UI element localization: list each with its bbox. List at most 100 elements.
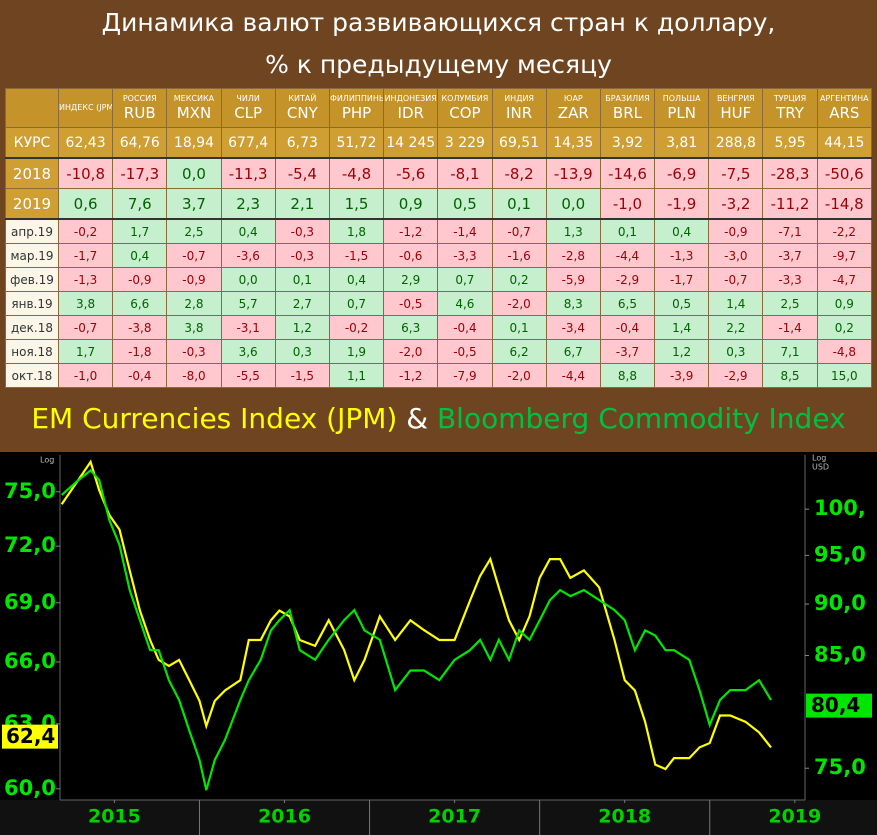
change-cell: 2,3: [220, 188, 276, 220]
change-cell: -0,2: [57, 218, 114, 244]
country-name: АРГЕНТИНА: [820, 94, 869, 103]
column-header: ПОЛЬША PLN: [654, 88, 710, 128]
rate-cell: 18,94: [166, 127, 222, 159]
data-row: фев.19 -1,3 -0,9 -0,9 0,0 0,1 0,4 2,9 0,7 0,2 -5,9…: [5, 267, 873, 292]
change-cell: -7,9: [437, 363, 493, 388]
change-cell: -14,8: [816, 188, 873, 220]
change-cell: -3,7: [599, 339, 656, 364]
change-cell: -4,4: [545, 363, 601, 388]
country-name: ПОЛЬША: [662, 94, 701, 103]
change-cell: 7,6: [112, 188, 168, 220]
data-row: мар.19 -1,7 0,4 -0,7 -3,6 -0,3 -1,5 -0,6 -3,3 -1,…: [5, 243, 873, 268]
rate-cell: 3,92: [599, 127, 656, 159]
country-name: ВЕНГРИЯ: [716, 94, 755, 103]
change-cell: 2,5: [166, 218, 222, 244]
rate-cell: 14,35: [545, 127, 601, 159]
currency-code: CLP: [234, 104, 263, 122]
rate-cell: 62,43: [57, 127, 114, 159]
change-cell: 0,9: [816, 291, 873, 316]
column-header: ЮАР ZAR: [545, 88, 601, 128]
change-cell: -0,7: [708, 267, 764, 292]
change-cell: -3,8: [112, 315, 168, 340]
change-cell: -5,9: [545, 267, 601, 292]
column-header: ИНДЕКС (JPM): [57, 88, 114, 128]
data-row: ноя.18 1,7 -1,8 -0,3 3,6 0,3 1,9 -2,0 -0,5 6,2 6,7…: [5, 339, 873, 364]
rate-cell: 677,4: [220, 127, 276, 159]
rate-cell: 14 245: [383, 127, 439, 159]
y2-tick-label: 75,0: [814, 755, 866, 779]
change-cell: 1,7: [112, 218, 168, 244]
country-name: КОЛУМБИЯ: [441, 94, 489, 103]
change-cell: -9,7: [816, 243, 873, 268]
change-cell: 0,0: [220, 267, 276, 292]
rate-row: КУРС 62,43 64,76 18,94 677,4 6,73 51,72 14 245 3…: [5, 127, 873, 159]
column-header: РОССИЯ RUB: [112, 88, 168, 128]
change-cell: 2,2: [708, 315, 764, 340]
change-cell: 0,4: [654, 218, 710, 244]
change-cell: -0,4: [437, 315, 493, 340]
country-name: ФИЛИППИНЫ: [329, 94, 384, 103]
change-cell: 6,7: [545, 339, 601, 364]
change-cell: -1,9: [654, 188, 710, 220]
header-row: ИНДЕКС (JPM) РОССИЯ RUB МЕКСИКА MXN ЧИЛИ CLP КИ…: [5, 88, 873, 128]
currency-code: MXN: [176, 104, 212, 122]
rate-cell: 5,95: [762, 127, 818, 159]
currency-code: ZAR: [557, 104, 589, 122]
change-cell: -0,4: [112, 363, 168, 388]
change-cell: -1,4: [762, 315, 818, 340]
row-label: дек.18: [5, 315, 59, 340]
change-cell: -1,8: [112, 339, 168, 364]
change-cell: -0,7: [166, 243, 222, 268]
change-cell: 0,1: [491, 315, 547, 340]
change-cell: 0,7: [437, 267, 493, 292]
change-cell: -7,1: [762, 218, 818, 244]
x-tick-label: 2017: [428, 806, 481, 828]
change-cell: -13,9: [545, 157, 601, 189]
change-cell: -1,3: [57, 267, 114, 292]
change-cell: 6,2: [491, 339, 547, 364]
change-cell: 0,1: [491, 188, 547, 220]
change-cell: -2,9: [599, 267, 656, 292]
change-cell: -1,5: [274, 363, 330, 388]
change-cell: -1,3: [654, 243, 710, 268]
y-tick-label: 72,0: [4, 533, 56, 557]
change-cell: 1,7: [57, 339, 114, 364]
change-cell: -4,8: [816, 339, 873, 364]
change-cell: -4,4: [599, 243, 656, 268]
x-tick-label: 2015: [88, 806, 141, 828]
data-row: 2018 -10,8 -17,3 0,0 -11,3 -5,4 -4,8 -5,6 -8,1 -8…: [5, 157, 873, 189]
change-cell: 1,2: [654, 339, 710, 364]
change-cell: -1,4: [437, 218, 493, 244]
series-line: [60, 468, 772, 791]
data-row: 2019 0,6 7,6 3,7 2,3 2,1 1,5 0,9 0,5 0,1 0,0 -1,0 -1…: [5, 188, 873, 220]
row-label: янв.19: [5, 291, 59, 316]
change-cell: -50,6: [816, 157, 873, 189]
axis-label: Log: [812, 454, 826, 463]
currency-code: BRL: [612, 104, 642, 122]
change-cell: 2,5: [762, 291, 818, 316]
row-label: 2019: [5, 188, 59, 220]
change-cell: 0,4: [112, 243, 168, 268]
change-cell: 6,6: [112, 291, 168, 316]
currency-code: HUF: [720, 104, 752, 122]
row-label: мар.19: [5, 243, 59, 268]
change-cell: 1,9: [328, 339, 385, 364]
title-line: % к предыдущему месяцу: [265, 50, 612, 79]
change-cell: -8,0: [166, 363, 222, 388]
change-cell: -0,3: [274, 243, 330, 268]
country-name: ИНДИЯ: [504, 94, 534, 103]
change-cell: -3,4: [545, 315, 601, 340]
country-name: ИНДОНЕЗИЯ: [384, 94, 437, 103]
last-value-label: 80,4: [811, 693, 860, 717]
rate-cell: 3 229: [437, 127, 493, 159]
currency-table: ИНДЕКС (JPM) РОССИЯ RUB МЕКСИКА MXN ЧИЛИ CLP КИ…: [5, 88, 873, 388]
change-cell: 1,3: [545, 218, 601, 244]
change-cell: 0,5: [654, 291, 710, 316]
country-name: КИТАЙ: [288, 94, 317, 103]
label-strip: [0, 800, 877, 835]
x-tick-label: 2018: [598, 806, 651, 828]
change-cell: -3,6: [220, 243, 276, 268]
column-header: ИНДОНЕЗИЯ IDR: [383, 88, 439, 128]
change-cell: -8,1: [437, 157, 493, 189]
